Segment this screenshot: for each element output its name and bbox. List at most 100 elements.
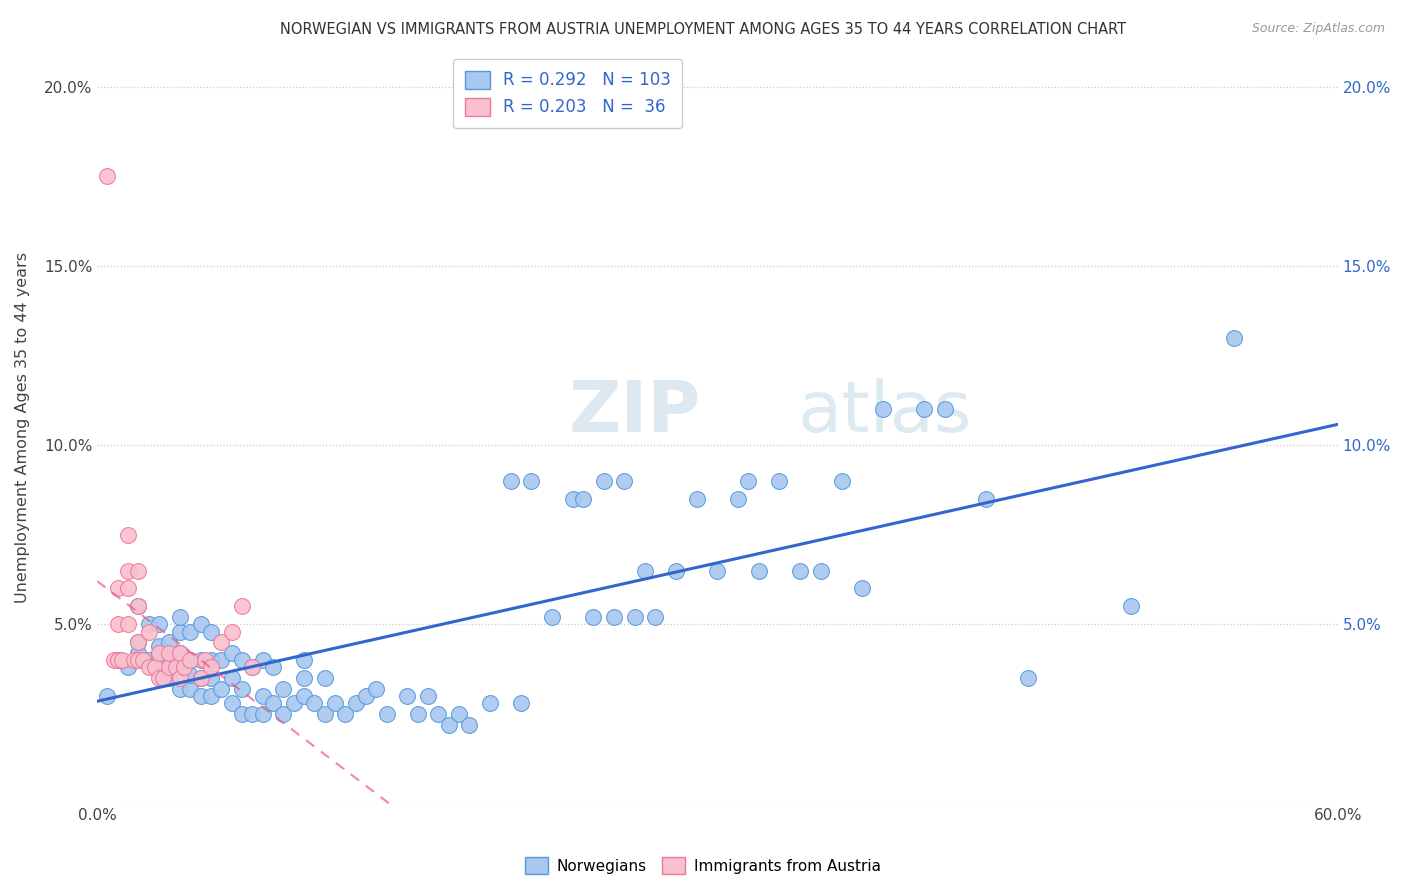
Point [737,474,759,488]
Point [396,689,419,703]
Point [169,671,191,685]
Point [169,681,191,696]
Point [221,646,243,660]
Point [209,681,232,696]
Point [427,706,450,721]
Point [344,696,367,710]
Point [169,660,191,674]
Point [107,653,129,667]
Point [314,706,336,721]
Point [159,646,181,660]
Point [200,653,222,667]
Point [148,660,170,674]
Point [748,564,770,578]
Point [159,671,181,685]
Point [366,681,388,696]
Text: atlas: atlas [799,377,973,447]
Point [111,653,134,667]
Point [138,653,160,667]
Point [169,624,191,639]
Point [127,599,149,614]
Point [200,624,222,639]
Point [810,564,832,578]
Point [1223,330,1246,344]
Point [148,639,170,653]
Point [148,646,170,660]
Point [406,706,429,721]
Point [138,624,160,639]
Point [231,681,253,696]
Point [613,474,636,488]
Point [499,474,522,488]
Legend: R = 0.292   N = 103, R = 0.203   N =  36: R = 0.292 N = 103, R = 0.203 N = 36 [453,59,682,128]
Point [789,564,811,578]
Point [138,660,160,674]
Point [107,617,129,632]
Point [148,646,170,660]
Point [169,653,191,667]
Point [190,653,212,667]
Point [148,653,170,667]
Point [541,610,564,624]
Point [416,689,439,703]
Point [169,610,191,624]
Point [124,653,146,667]
Point [159,660,181,674]
Point [209,653,232,667]
Point [173,660,195,674]
Point [169,646,191,660]
Point [96,689,118,703]
Point [479,696,502,710]
Point [644,610,666,624]
Point [252,653,274,667]
Point [179,681,201,696]
Point [221,671,243,685]
Point [190,671,212,685]
Point [354,689,377,703]
Point [292,671,315,685]
Point [603,610,626,624]
Point [159,653,181,667]
Point [768,474,790,488]
Point [582,610,605,624]
Point [179,667,201,681]
Point [127,646,149,660]
Point [200,671,222,685]
Point [190,671,212,685]
Point [179,624,201,639]
Point [572,491,595,506]
Point [252,689,274,703]
Point [1017,671,1039,685]
Point [831,474,853,488]
Point [165,660,187,674]
Point [200,660,222,674]
Point [96,169,118,183]
Point [292,653,315,667]
Point [138,617,160,632]
Point [561,491,583,506]
Point [271,706,294,721]
Point [706,564,728,578]
Point [240,660,263,674]
Point [686,491,709,506]
Point [117,527,139,541]
Point [872,402,894,417]
Point [117,660,139,674]
Point [314,671,336,685]
Point [302,696,325,710]
Point [912,402,935,417]
Point [323,696,346,710]
Point [510,696,533,710]
Point [127,635,149,649]
Point [231,599,253,614]
Point [292,689,315,703]
Point [231,706,253,721]
Point [117,617,139,632]
Point [231,653,253,667]
Legend: Norwegians, Immigrants from Austria: Norwegians, Immigrants from Austria [519,851,887,880]
Point [252,706,274,721]
Point [592,474,614,488]
Point [103,653,125,667]
Point [148,671,170,685]
Point [190,617,212,632]
